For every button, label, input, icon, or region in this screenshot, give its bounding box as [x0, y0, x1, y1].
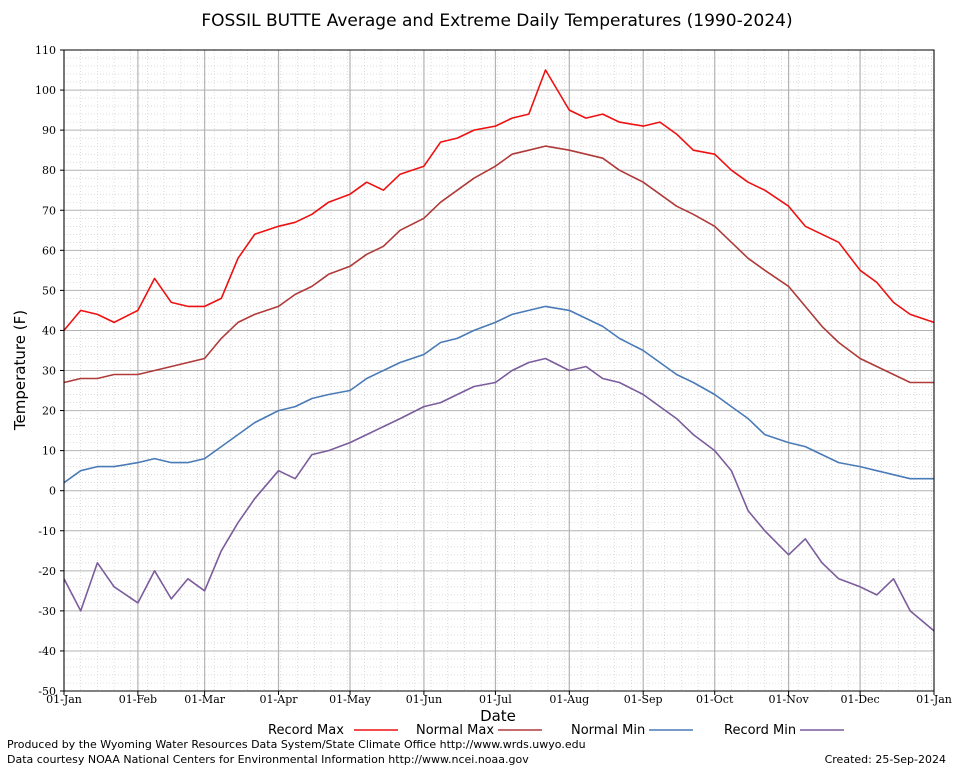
x-axis-label: Date	[480, 707, 516, 725]
y-tick-label: 60	[42, 244, 56, 257]
y-tick-label: -50	[38, 685, 56, 698]
y-tick-label: 90	[42, 124, 56, 137]
y-tick-label: 20	[42, 405, 56, 418]
y-axis-label: Temperature (F)	[11, 310, 29, 431]
y-tick-label: 10	[42, 445, 56, 458]
x-tick-label: 01-Nov	[769, 693, 810, 706]
y-tick-label: 30	[42, 365, 56, 378]
y-tick-label: 70	[42, 204, 56, 217]
series-line-normal-min	[63, 305, 934, 484]
series-line-record-max	[63, 69, 935, 331]
y-tick-label: -10	[38, 525, 56, 538]
y-tick-label: -30	[38, 605, 56, 618]
x-tick-label: 01-Oct	[696, 693, 734, 706]
y-tick-label: 40	[42, 324, 56, 337]
series-line-normal-max	[63, 145, 934, 384]
footer-credit-1: Produced by the Wyoming Water Resources …	[7, 738, 586, 751]
minor-gridlines	[63, 50, 934, 691]
x-axis-ticks: 01-Jan 01-Feb 01-Mar 01-Apr 01-May 01-Jun 01-J…	[46, 691, 952, 706]
footer-created: Created: 25-Sep-2024	[825, 753, 946, 766]
x-tick-label: 01-Aug	[549, 693, 589, 706]
y-tick-label: 50	[42, 284, 56, 297]
x-tick-label: 01-Jan	[46, 693, 82, 706]
legend: Record Max Normal Max Normal Min Record Min	[268, 723, 844, 738]
x-tick-label: 01-Jul	[479, 693, 512, 706]
y-tick-label: 110	[35, 44, 56, 57]
y-tick-label: 80	[42, 164, 56, 177]
x-tick-label: 01-Mar	[184, 693, 226, 706]
legend-label: Normal Max	[416, 723, 494, 738]
x-tick-label: 01-Feb	[119, 693, 157, 706]
series-layer	[63, 69, 935, 632]
y-tick-label: 100	[35, 84, 56, 97]
x-tick-label: 01-Dec	[841, 693, 880, 706]
legend-label: Record Min	[724, 723, 796, 738]
y-tick-label: 0	[49, 485, 56, 498]
chart-title: FOSSIL BUTTE Average and Extreme Daily T…	[201, 11, 792, 31]
x-tick-label: 01-Jan	[916, 693, 952, 706]
y-tick-label: -40	[38, 645, 56, 658]
x-tick-label: 01-Sep	[624, 693, 663, 706]
legend-label: Record Max	[268, 723, 344, 738]
footer-credit-2: Data courtesy NOAA National Centers for …	[7, 753, 529, 766]
legend-label: Normal Min	[571, 723, 645, 738]
y-tick-label: -20	[38, 565, 56, 578]
x-tick-label: 01-Jun	[406, 693, 442, 706]
x-tick-label: 01-Apr	[260, 693, 299, 706]
series-line-record-min	[63, 357, 935, 632]
x-tick-label: 01-May	[329, 693, 372, 706]
